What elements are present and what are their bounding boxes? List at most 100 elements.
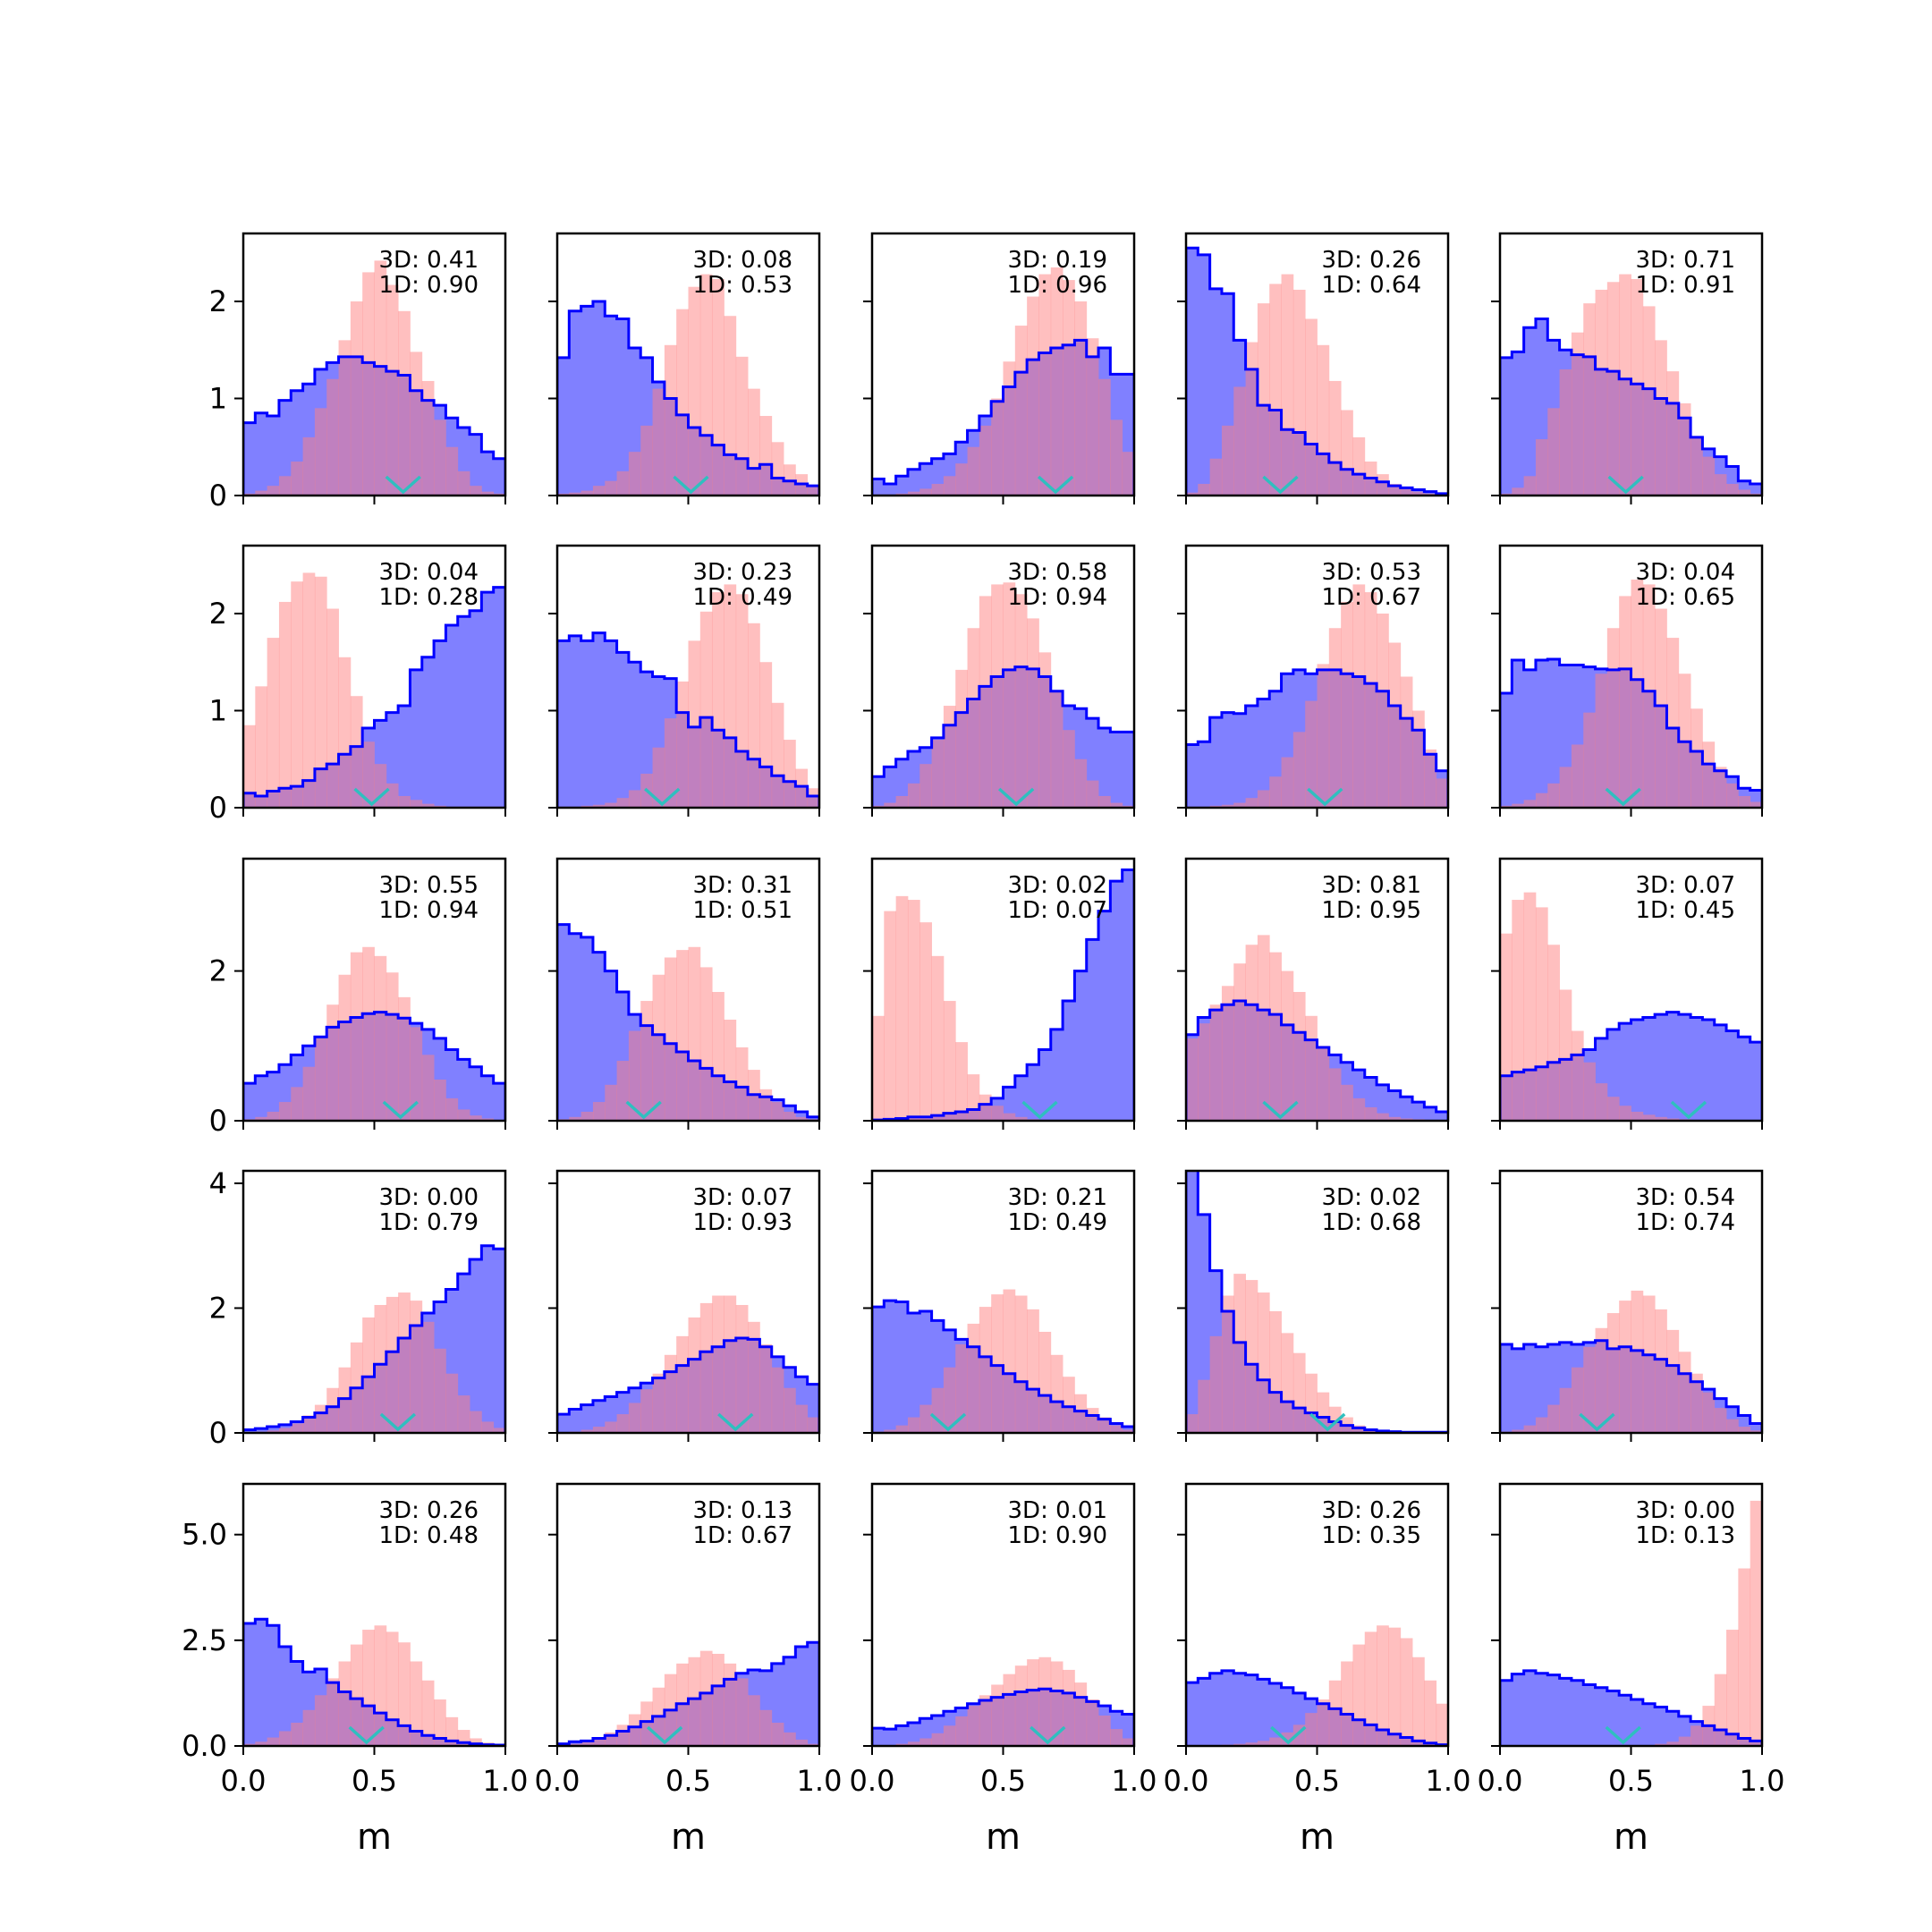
histogram-a-outline — [1186, 668, 1448, 808]
marker-chevron — [385, 475, 421, 495]
histogram-b-bar — [1388, 1116, 1402, 1121]
histogram-b-bar — [421, 803, 435, 808]
marker-chevron — [1579, 1412, 1615, 1432]
histogram-b-bar — [979, 425, 992, 496]
histogram-b-bar — [1003, 1289, 1016, 1433]
plot-area — [872, 267, 1134, 496]
histogram-b-bar — [664, 718, 677, 808]
annotation-1d: 1D: 0.90 — [379, 272, 479, 299]
histogram-b-bar — [410, 1027, 423, 1121]
histogram-b-bar — [1245, 1280, 1258, 1433]
histogram-b-bar — [1631, 279, 1644, 496]
histogram-a-fill — [557, 301, 819, 496]
annotation-3d: 3D: 0.19 — [1008, 247, 1107, 274]
histogram-b-bar — [314, 1404, 327, 1433]
histogram-b-bar — [640, 1001, 653, 1121]
annotation-3d: 3D: 0.01 — [1008, 1497, 1107, 1524]
histogram-b-bar — [807, 486, 819, 496]
annotation-1d: 1D: 0.07 — [1008, 897, 1107, 924]
histogram-b-bar — [784, 1387, 796, 1433]
annotation-1d: 1D: 0.13 — [1636, 1522, 1735, 1549]
histogram-b-bar — [302, 572, 316, 808]
histogram-b-bar — [1352, 436, 1366, 496]
histogram-b-bar — [1257, 1292, 1270, 1433]
plot-area — [1186, 246, 1448, 496]
histogram-b-bar — [1678, 402, 1691, 496]
histogram-b-bar — [1257, 790, 1270, 808]
histogram-b-bar — [1631, 579, 1644, 808]
histogram-b-bar — [884, 802, 897, 808]
histogram-b-bar — [1063, 1377, 1075, 1433]
histogram-b-bar — [1341, 410, 1353, 496]
marker-chevron — [1021, 1100, 1058, 1120]
histogram-b-bar — [1198, 1023, 1211, 1121]
histogram-b-bar — [1595, 1083, 1608, 1121]
histogram-b-bar — [1281, 274, 1294, 496]
histogram-b-bar — [1512, 1429, 1525, 1433]
histogram-b-bar — [979, 1094, 992, 1121]
histogram-b-bar — [362, 272, 375, 496]
histogram-b-bar — [688, 640, 701, 808]
histogram-b-bar — [1666, 638, 1680, 808]
histogram-b-bar — [652, 388, 665, 496]
annotation-3d: 3D: 0.00 — [379, 1184, 479, 1211]
marker-chevron — [1037, 475, 1074, 495]
x-axis-label: m — [1614, 1817, 1648, 1858]
marker-chevron — [1607, 475, 1644, 495]
plot-area — [243, 572, 505, 808]
plot-area — [557, 1640, 819, 1746]
annotation-1d: 1D: 0.65 — [1636, 584, 1735, 611]
histogram-a-outline — [1500, 1669, 1762, 1746]
histogram-b-bar — [338, 1367, 352, 1433]
histogram-b-bar — [398, 310, 411, 496]
histogram-b-bar — [592, 486, 606, 496]
histogram-b-bar — [410, 1301, 423, 1433]
histogram-b-bar — [255, 686, 268, 808]
histogram-b-bar — [759, 416, 773, 496]
plot-area — [1500, 579, 1762, 808]
marker-chevron — [1030, 1725, 1066, 1745]
histogram-b-bar — [434, 1699, 446, 1746]
histogram-b-bar — [943, 1725, 956, 1746]
histogram-b-bar — [628, 1714, 641, 1746]
histogram-b-bar — [1341, 601, 1353, 808]
histogram-b-bar — [967, 446, 980, 496]
annotation-1d: 1D: 0.53 — [693, 272, 792, 299]
histogram-b-bar — [1014, 326, 1028, 496]
histogram-a-outline — [557, 1336, 819, 1433]
histogram-b-bar — [421, 380, 435, 496]
plot-area — [872, 582, 1134, 808]
x-tick-label: 1.0 — [1426, 1764, 1471, 1798]
x-axis-label: m — [986, 1817, 1021, 1858]
annotation-3d: 3D: 0.26 — [1322, 1497, 1421, 1524]
histogram-b-bar — [759, 662, 773, 808]
histogram-b-bar — [771, 702, 784, 808]
x-axis-label: m — [671, 1817, 706, 1858]
histogram-b-bar — [1559, 767, 1572, 808]
histogram-b-bar — [1377, 1625, 1389, 1746]
histogram-b-bar — [1198, 483, 1211, 496]
plot-area — [872, 1657, 1134, 1746]
histogram-b-bar — [1269, 776, 1282, 808]
histogram-b-bar — [493, 1428, 505, 1433]
marker-chevron — [1309, 1412, 1346, 1432]
histogram-b-bar — [386, 1296, 399, 1433]
histogram-b-bar — [1038, 1657, 1052, 1746]
histogram-b-bar — [1364, 1631, 1377, 1746]
histogram-b-bar — [592, 804, 606, 808]
histogram-b-bar — [398, 795, 411, 808]
histogram-b-bar — [712, 992, 724, 1121]
histogram-b-bar — [1388, 1627, 1402, 1746]
histogram-b-bar — [1655, 608, 1667, 808]
plot-area — [243, 260, 505, 496]
plot-area — [1186, 1171, 1448, 1433]
y-tick-label: 5.0 — [182, 1518, 227, 1552]
histogram-b-bar — [1738, 1427, 1751, 1433]
histogram-b-bar — [1523, 1425, 1537, 1433]
histogram-b-bar — [1571, 744, 1584, 808]
histogram-b-bar — [314, 576, 327, 808]
y-tick-label: 2 — [209, 1291, 227, 1325]
